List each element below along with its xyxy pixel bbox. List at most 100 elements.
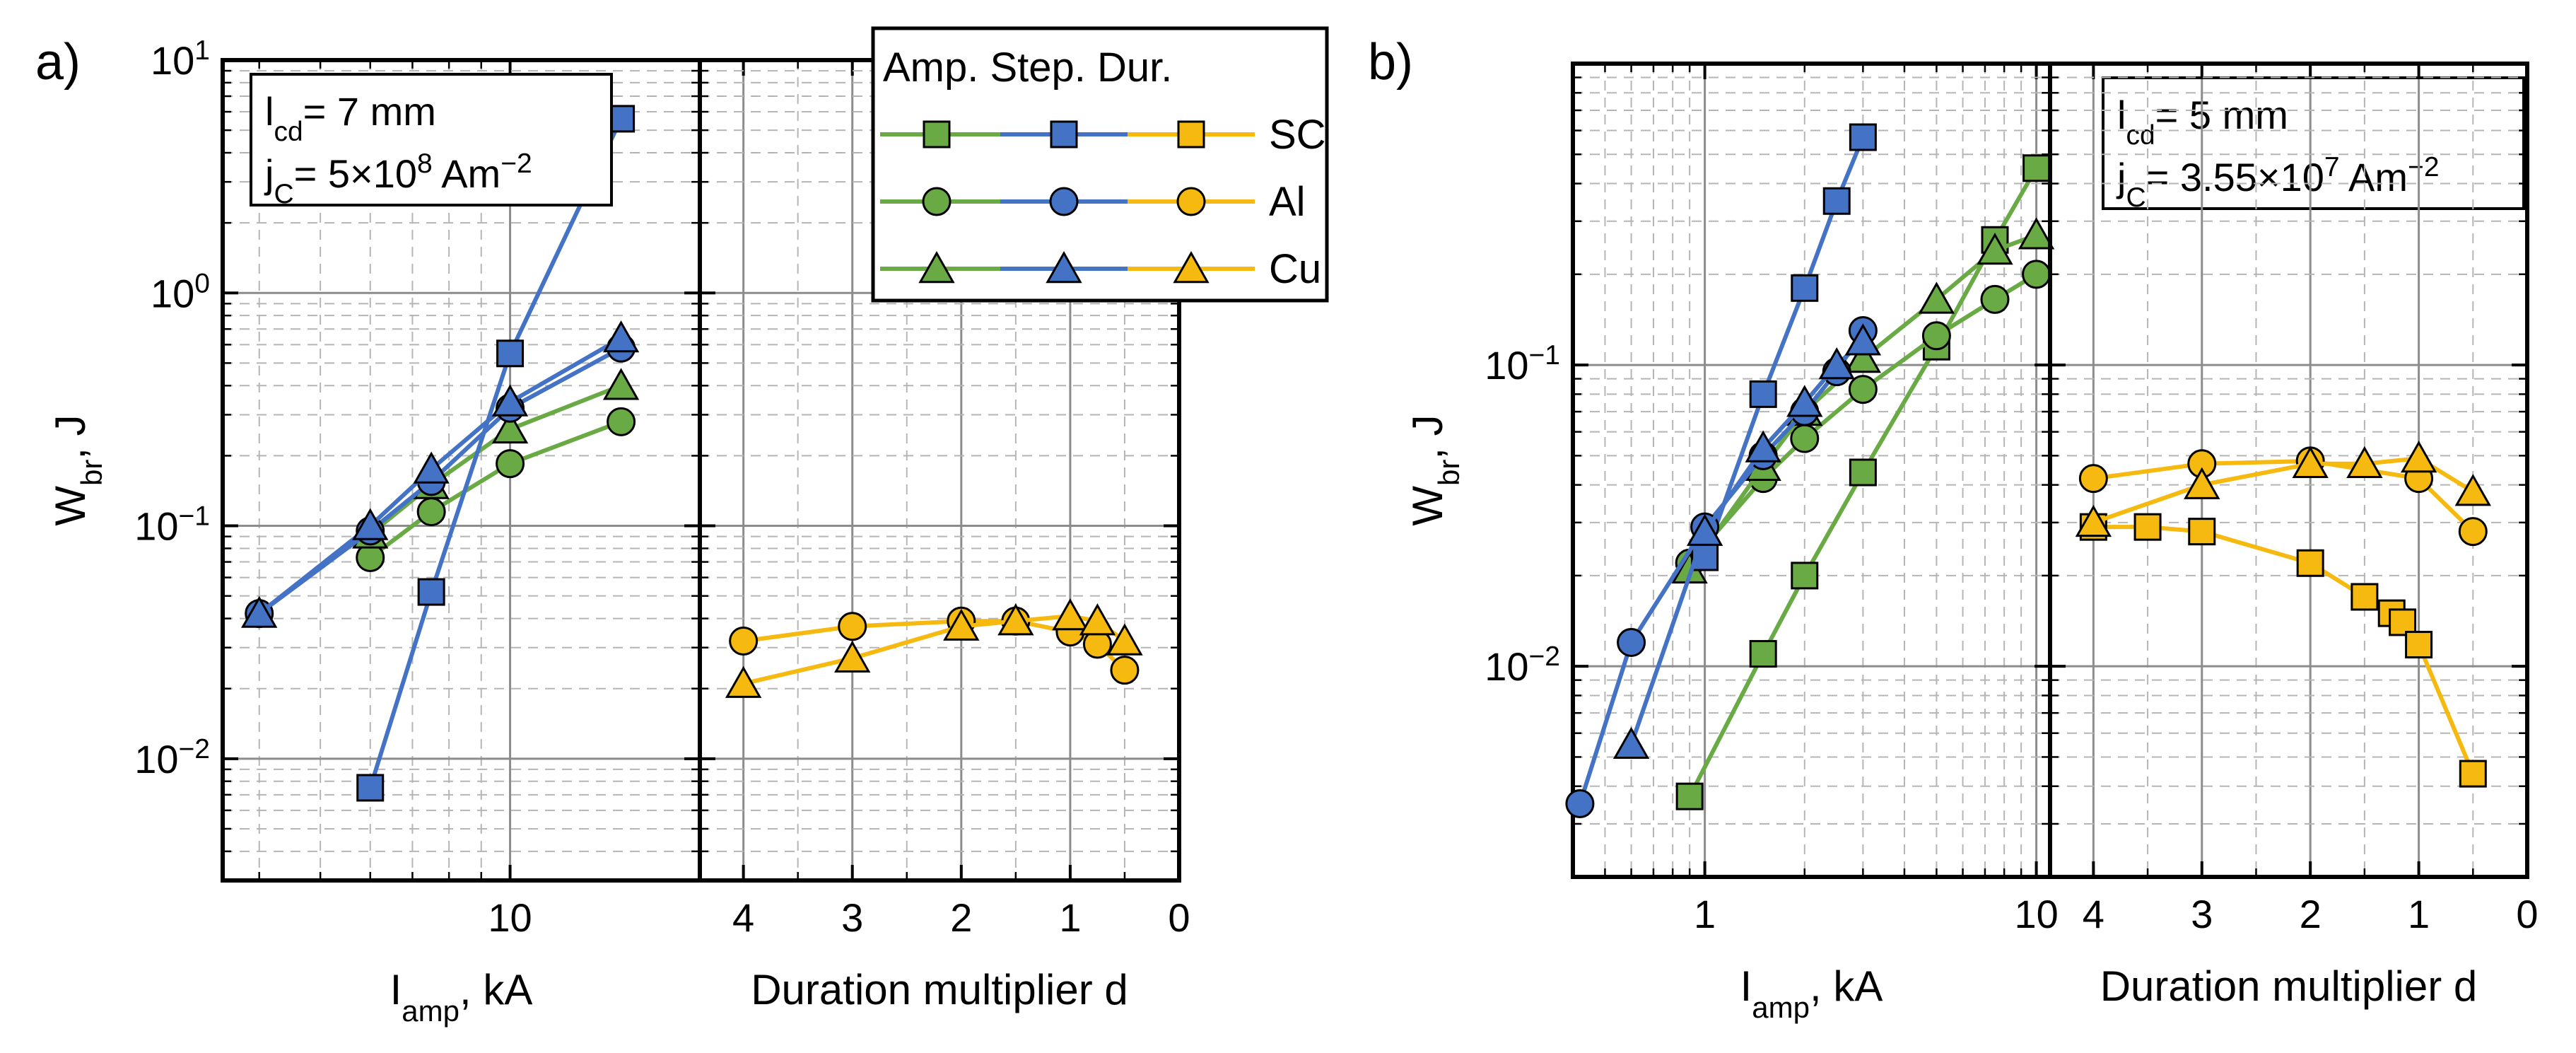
data-point-al-amp <box>1565 789 1595 818</box>
y-tick-label: 101 <box>151 35 210 83</box>
x-axis-label: Duration multiplier d <box>2100 962 2478 1010</box>
series-line-sc-amp <box>368 117 623 789</box>
legend-marker <box>918 250 955 284</box>
y-axis-label: Wbr, J <box>47 414 108 525</box>
y-tick-label: 10−1 <box>134 501 210 549</box>
series-group <box>725 598 1143 698</box>
x-tick-label: 10 <box>2014 892 2058 936</box>
data-point-sc-step <box>1849 458 1877 487</box>
data-point-sc-amp <box>1749 380 1777 408</box>
data-point-cu-dur <box>2346 446 2383 479</box>
data-point-cu-dur <box>2454 474 2491 506</box>
series-group <box>241 105 640 802</box>
y-tick-label: 10−1 <box>1485 340 1560 388</box>
data-point-al-step <box>416 497 446 527</box>
data-point-cu-step <box>1977 233 2013 265</box>
x-tick-label: 1 <box>1059 895 1081 940</box>
data-point-al-dur <box>838 612 867 641</box>
data-point-sc-step <box>2022 154 2051 182</box>
annotation-frame <box>2102 76 2525 210</box>
x-tick-label: 4 <box>732 895 754 940</box>
data-point-cu-dur <box>2400 441 2437 473</box>
data-point-al-dur <box>2078 464 2108 494</box>
data-point-sc-step <box>1749 640 1777 668</box>
data-point-al-step <box>1848 375 1878 405</box>
legend-marker <box>1046 250 1082 284</box>
plot-frame <box>2048 62 2529 879</box>
annotation-line-2: jC= 3.55×107 Am−2 <box>2116 152 2440 213</box>
legend-entry-al: Al <box>880 179 1306 225</box>
data-point-cu-step <box>1918 281 1955 314</box>
data-point-cu-dur <box>725 665 762 698</box>
data-point-sc-dur <box>2296 549 2324 577</box>
data-point-al-step <box>1921 321 1951 351</box>
x-tick-labels: 4 3 2 1 0 <box>732 895 1190 940</box>
plot-b-dur: 4 3 2 1 0 Duration multiplier d <box>2048 62 2539 1010</box>
legend-entry-cu: Cu <box>880 246 1321 292</box>
legend-marker <box>1173 250 1210 284</box>
data-point-cu-dur <box>997 603 1034 636</box>
data-point-sc-amp <box>1849 123 1877 151</box>
y-axis-label: Wbr, J <box>1404 414 1465 525</box>
y-tick-labels: 10−2 10−1 100 101 <box>134 35 210 781</box>
data-point-cu-dur <box>943 608 980 641</box>
x-tick-label: 0 <box>2516 892 2538 936</box>
data-point-cu-dur <box>2292 446 2329 479</box>
series-group <box>2075 441 2491 788</box>
series-group <box>1565 123 2055 818</box>
data-point-cu-step <box>1844 341 1882 373</box>
data-point-cu-dur <box>1052 598 1089 631</box>
x-tick-labels: 4 3 2 1 0 <box>2083 892 2539 936</box>
legend-marker <box>1049 187 1079 216</box>
data-point-cu-amp <box>1745 430 1781 462</box>
data-point-cu-dur <box>1106 623 1143 656</box>
legend-marker <box>1177 120 1205 149</box>
data-point-cu-amp <box>1786 385 1823 417</box>
series-line-cu-step <box>368 383 622 536</box>
legend-label: Al <box>1269 179 1306 225</box>
data-point-al-dur <box>2458 517 2488 547</box>
x-tick-label: 0 <box>1168 895 1190 940</box>
annotation-line-1: lcd= 5 mm <box>2117 93 2288 151</box>
data-point-sc-amp <box>496 339 525 368</box>
data-point-sc-step <box>1675 782 1704 810</box>
x-tick-label: 10 <box>488 895 532 940</box>
legend-label: Cu <box>1269 246 1321 292</box>
x-tick-labels: 10 <box>488 895 532 940</box>
data-point-sc-dur <box>2188 518 2216 546</box>
data-point-cu-amp <box>1844 323 1882 356</box>
legend-marker <box>923 120 951 149</box>
data-point-cu-dur <box>2075 504 2112 537</box>
x-tick-label: 2 <box>2300 892 2322 936</box>
x-tick-label: 3 <box>2191 892 2213 936</box>
data-point-sc-amp <box>1822 187 1851 215</box>
data-point-al-dur <box>729 626 759 656</box>
data-point-cu-amp <box>352 508 389 540</box>
data-point-cu-dur <box>834 640 871 673</box>
legend-label: SC <box>1269 112 1326 158</box>
data-point-sc-dur <box>2405 631 2433 659</box>
x-tick-label: 1 <box>1694 892 1716 936</box>
legend-entry-sc: SC <box>880 112 1326 158</box>
x-axis-label: Duration multiplier d <box>751 966 1128 1013</box>
data-point-cu-amp <box>241 595 278 628</box>
x-tick-labels: 1 10 <box>1694 892 2059 936</box>
gridlines <box>1573 64 2050 877</box>
data-point-cu-amp <box>491 384 529 417</box>
data-point-cu-amp <box>413 451 450 484</box>
legend-title: Amp. Step. Dur. <box>883 45 1172 91</box>
data-point-al-step <box>496 449 525 479</box>
data-point-sc-amp <box>417 578 445 606</box>
data-point-al-step <box>2022 260 2051 289</box>
data-point-al-dur <box>1110 656 1140 685</box>
data-point-sc-dur <box>2459 760 2487 788</box>
legend: Amp. Step. Dur. SC Al Cu <box>871 26 1329 303</box>
data-point-al-step <box>1980 284 2010 314</box>
legend-marker <box>1050 120 1078 149</box>
data-point-sc-dur <box>2350 583 2379 611</box>
data-point-cu-amp <box>1818 347 1855 380</box>
